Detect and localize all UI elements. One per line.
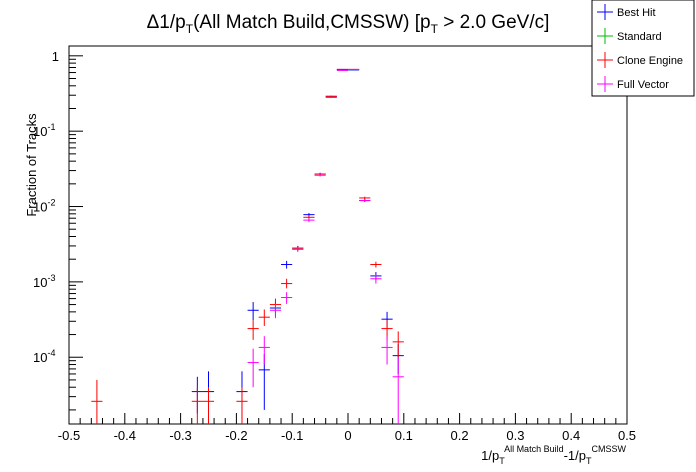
legend: Best Hit Standard Clone Engine Full Vect… bbox=[591, 0, 695, 97]
y-tick-label: 10-4 bbox=[33, 348, 55, 365]
x-tick-label: -0.5 bbox=[58, 428, 80, 443]
x-tick-label: 0.5 bbox=[618, 428, 636, 443]
y-tick-label-exp: -2 bbox=[47, 198, 55, 208]
y-tick-label-base: 10 bbox=[33, 124, 47, 139]
x-axis-label: 1/pTAll Match Build-1/pTCMSSW bbox=[481, 444, 626, 466]
y-tick-label: 10-2 bbox=[33, 198, 55, 215]
plot-frame bbox=[68, 45, 628, 425]
legend-label-clone-engine: Clone Engine bbox=[617, 55, 683, 67]
y-tick-label-exp: -4 bbox=[47, 348, 55, 358]
x-tick-label: -0.2 bbox=[225, 428, 247, 443]
x-tick-label: -0.4 bbox=[114, 428, 136, 443]
x-axis-label-a-sub: T bbox=[499, 456, 505, 466]
x-axis-label-b: -1/p bbox=[564, 448, 586, 463]
legend-entry-standard: Standard bbox=[597, 28, 662, 44]
legend-entry-best-hit: Best Hit bbox=[597, 4, 656, 20]
plot-area: -0.5 -0.4 -0.3 -0.2 -0.1 0 0.1 0.2 0.3 0.4 0.5110-… bbox=[33, 45, 636, 443]
chart-title-delta: Δ1/p bbox=[147, 12, 186, 33]
x-axis-label-a-sup: All Match Build bbox=[504, 444, 564, 454]
legend-entry-clone-engine: Clone Engine bbox=[597, 52, 683, 68]
y-tick-label-base: 10 bbox=[33, 275, 47, 290]
legend-label-best-hit: Best Hit bbox=[617, 7, 656, 19]
legend-label-full-vector: Full Vector bbox=[617, 79, 669, 91]
y-tick-label-base: 10 bbox=[33, 200, 47, 215]
chart-title-pt-sub: T bbox=[431, 22, 439, 36]
legend-label-standard: Standard bbox=[617, 31, 662, 43]
y-axis-label: Fraction of Tracks bbox=[24, 113, 39, 217]
y-tick-label-exp: -3 bbox=[47, 273, 55, 283]
chart-title-middle: (All Match Build,CMSSW) [p bbox=[193, 12, 431, 33]
x-axis-label-b-sub: T bbox=[586, 456, 592, 466]
y-tick-label: 1 bbox=[52, 49, 59, 64]
x-tick-label: 0.1 bbox=[395, 428, 413, 443]
x-axis-label-b-sup: CMSSW bbox=[592, 444, 627, 454]
x-tick-label: -0.3 bbox=[169, 428, 191, 443]
x-tick-label: 0.2 bbox=[451, 428, 469, 443]
x-tick-label: -0.1 bbox=[281, 428, 303, 443]
legend-entry-full-vector: Full Vector bbox=[597, 76, 669, 92]
y-tick-label-exp: -1 bbox=[47, 122, 55, 132]
chart-title-tail: > 2.0 GeV/c] bbox=[438, 12, 549, 33]
y-tick-label: 10-1 bbox=[33, 122, 55, 139]
y-tick-label: 10-3 bbox=[33, 273, 55, 290]
chart-title: Δ1/pT(All Match Build,CMSSW) [pT > 2.0 G… bbox=[147, 12, 550, 36]
x-tick-label: 0.3 bbox=[506, 428, 524, 443]
x-tick-label: 0 bbox=[344, 428, 351, 443]
chart-title-delta-sub: T bbox=[186, 22, 194, 36]
x-tick-label: 0.4 bbox=[562, 428, 580, 443]
y-tick-label-base: 10 bbox=[33, 350, 47, 365]
legend-box bbox=[591, 0, 695, 97]
x-axis-label-a: 1/p bbox=[481, 448, 499, 463]
